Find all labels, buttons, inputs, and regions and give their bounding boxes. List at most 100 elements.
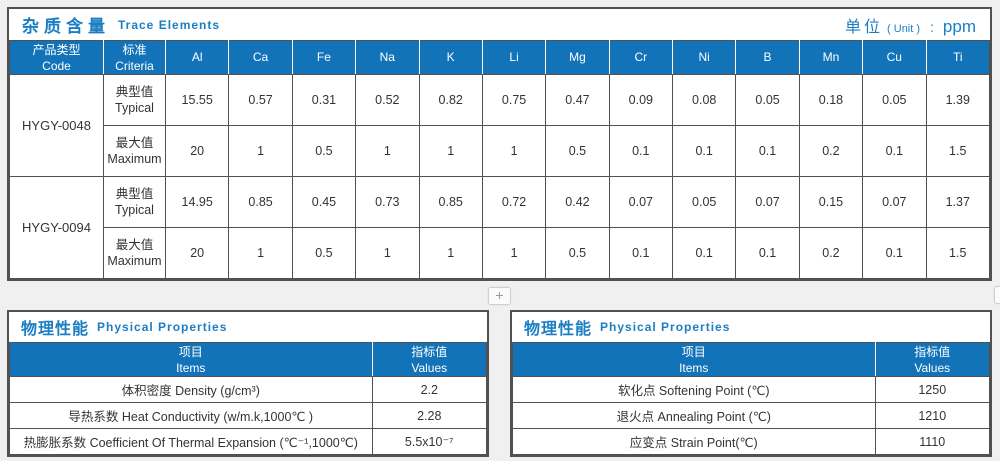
trace-title-en: Trace Elements bbox=[118, 17, 221, 32]
element-value-cell: 0.5 bbox=[545, 125, 610, 177]
property-item-cell: 热膨胀系数 Coefficient Of Thermal Expansion (… bbox=[9, 428, 373, 455]
trace-table-row: 最大值 Maximum 20 1 0.5 1 1 1 0.5 0.1 0.1 0.1 0.2 0.1 1.5 bbox=[10, 227, 990, 279]
element-value-cell: 1 bbox=[355, 125, 420, 177]
unit-label-en: ( Unit ) bbox=[887, 22, 921, 35]
element-value-cell: 0.42 bbox=[545, 176, 610, 228]
element-value-cell: 0.47 bbox=[545, 74, 610, 126]
element-value-cell: 1.39 bbox=[925, 74, 990, 126]
element-value-cell: 0.07 bbox=[862, 176, 927, 228]
trace-panel-title: 杂质含量 Trace Elements 单位 ( Unit ) : ppm bbox=[9, 9, 990, 40]
physical-table-row: 软化点 Softening Point (℃) 1250 bbox=[512, 376, 991, 403]
column-header-values: 指标值 Values bbox=[371, 342, 488, 377]
column-header-criteria: 标准 Criteria bbox=[103, 40, 166, 75]
unit-label: 单位 ( Unit ) : ppm bbox=[845, 13, 976, 37]
element-value-cell: 1.37 bbox=[925, 176, 990, 228]
element-value-cell: 0.82 bbox=[418, 74, 483, 126]
element-value-cell: 20 bbox=[164, 227, 230, 279]
unit-colon: : bbox=[930, 18, 934, 35]
property-value-cell: 2.28 bbox=[371, 402, 488, 429]
element-value-cell: 0.75 bbox=[481, 74, 547, 126]
element-value-cell: 0.05 bbox=[862, 74, 927, 126]
column-header-element: Al bbox=[164, 40, 230, 75]
element-value-cell: 0.09 bbox=[608, 74, 674, 126]
trace-title-zh: 杂质含量 bbox=[22, 17, 110, 36]
element-value-cell: 0.31 bbox=[291, 74, 357, 126]
property-value-cell: 1250 bbox=[874, 376, 991, 403]
element-value-cell: 0.15 bbox=[798, 176, 864, 228]
element-value-cell: 0.5 bbox=[291, 125, 357, 177]
element-value-cell: 1.5 bbox=[925, 125, 990, 177]
element-value-cell: 0.5 bbox=[291, 227, 357, 279]
criteria-cell: 典型值 Typical bbox=[103, 74, 166, 126]
element-value-cell: 0.1 bbox=[608, 125, 674, 177]
element-value-cell: 1 bbox=[355, 227, 420, 279]
physical-table-row: 应变点 Strain Point(℃) 1110 bbox=[512, 428, 991, 455]
product-code-cell: HYGY-0048 bbox=[9, 74, 104, 177]
column-header-element: Mg bbox=[545, 40, 610, 75]
physical-properties-panel-right: 物理性能 Physical Properties 项目 Items 指标值 Value… bbox=[510, 310, 992, 457]
physical-table-row: 导热系数 Heat Conductivity (w/m.k,1000℃ ) 2.2… bbox=[9, 402, 488, 429]
element-value-cell: 0.07 bbox=[608, 176, 674, 228]
physical-properties-panel-left: 物理性能 Physical Properties 项目 Items 指标值 Value… bbox=[7, 310, 489, 457]
unit-value: ppm bbox=[942, 16, 976, 36]
column-header-element: Cr bbox=[608, 40, 674, 75]
physical-panel-title: 物理性能 Physical Properties bbox=[9, 312, 487, 342]
physical-panel-title: 物理性能 Physical Properties bbox=[512, 312, 990, 342]
criteria-cell: 最大值 Maximum bbox=[103, 227, 166, 279]
element-value-cell: 0.45 bbox=[291, 176, 357, 228]
trace-table-head: 产品类型 Code 标准 Criteria Al Ca Fe Na K Li Mg Cr Ni B Mn Cu… bbox=[9, 40, 990, 75]
element-value-cell: 1 bbox=[418, 227, 483, 279]
column-header-element: Ca bbox=[228, 40, 293, 75]
physical-properties-table-left: 项目 Items 指标值 Values 体积密度 Density (g/cm³) 2.2… bbox=[9, 342, 488, 455]
element-value-cell: 0.08 bbox=[671, 74, 737, 126]
element-value-cell: 0.05 bbox=[735, 74, 800, 126]
property-item-cell: 应变点 Strain Point(℃) bbox=[512, 428, 876, 455]
unit-label-zh: 单位 bbox=[845, 18, 884, 36]
element-value-cell: 20 bbox=[164, 125, 230, 177]
property-value-cell: 1210 bbox=[874, 402, 991, 429]
physical-title-en: Physical Properties bbox=[97, 320, 228, 334]
element-value-cell: 0.2 bbox=[798, 125, 864, 177]
element-value-cell: 0.18 bbox=[798, 74, 864, 126]
property-value-cell: 2.2 bbox=[371, 376, 488, 403]
expand-button-right-partial[interactable]: + bbox=[994, 286, 1000, 304]
column-header-items: 项目 Items bbox=[9, 342, 373, 377]
element-value-cell: 0.85 bbox=[418, 176, 483, 228]
element-value-cell: 0.1 bbox=[862, 125, 927, 177]
criteria-cell: 典型值 Typical bbox=[103, 176, 166, 228]
column-header-element: Li bbox=[481, 40, 547, 75]
property-item-cell: 软化点 Softening Point (℃) bbox=[512, 376, 876, 403]
element-value-cell: 0.5 bbox=[545, 227, 610, 279]
column-header-element: Fe bbox=[291, 40, 357, 75]
column-header-code: 产品类型 Code bbox=[9, 40, 104, 75]
trace-table-row: HYGY-0048 典型值 Typical 15.55 0.57 0.31 0.52 0.82… bbox=[9, 74, 990, 177]
column-header-items: 项目 Items bbox=[512, 342, 876, 377]
element-value-cell: 1 bbox=[228, 227, 293, 279]
element-value-cell: 0.1 bbox=[608, 227, 674, 279]
trace-elements-panel: 杂质含量 Trace Elements 单位 ( Unit ) : ppm 产品… bbox=[7, 7, 992, 281]
physical-title-zh: 物理性能 bbox=[524, 321, 593, 338]
physical-properties-table-right: 项目 Items 指标值 Values 软化点 Softening Point (℃)… bbox=[512, 342, 991, 455]
expand-button[interactable]: + bbox=[488, 286, 511, 305]
element-value-cell: 1 bbox=[228, 125, 293, 177]
product-code-cell: HYGY-0094 bbox=[9, 176, 104, 279]
property-value-cell: 1110 bbox=[874, 428, 991, 455]
element-value-cell: 1 bbox=[418, 125, 483, 177]
physical-table-row: 热膨胀系数 Coefficient Of Thermal Expansion (… bbox=[9, 428, 488, 455]
element-value-cell: 0.07 bbox=[735, 176, 800, 228]
element-value-cell: 0.1 bbox=[735, 227, 800, 279]
element-value-cell: 0.72 bbox=[481, 176, 547, 228]
element-value-cell: 0.57 bbox=[228, 74, 293, 126]
element-value-cell: 0.1 bbox=[671, 227, 737, 279]
column-header-element: Na bbox=[355, 40, 420, 75]
trace-table-body: HYGY-0048 典型值 Typical 15.55 0.57 0.31 0.52 0.82… bbox=[9, 74, 990, 279]
physical-title-en: Physical Properties bbox=[600, 320, 731, 334]
element-value-cell: 0.1 bbox=[735, 125, 800, 177]
column-header-element: Mn bbox=[798, 40, 864, 75]
element-value-cell: 15.55 bbox=[164, 74, 230, 126]
column-header-element: K bbox=[418, 40, 483, 75]
column-header-element: B bbox=[735, 40, 800, 75]
property-item-cell: 体积密度 Density (g/cm³) bbox=[9, 376, 373, 403]
element-value-cell: 0.2 bbox=[798, 227, 864, 279]
